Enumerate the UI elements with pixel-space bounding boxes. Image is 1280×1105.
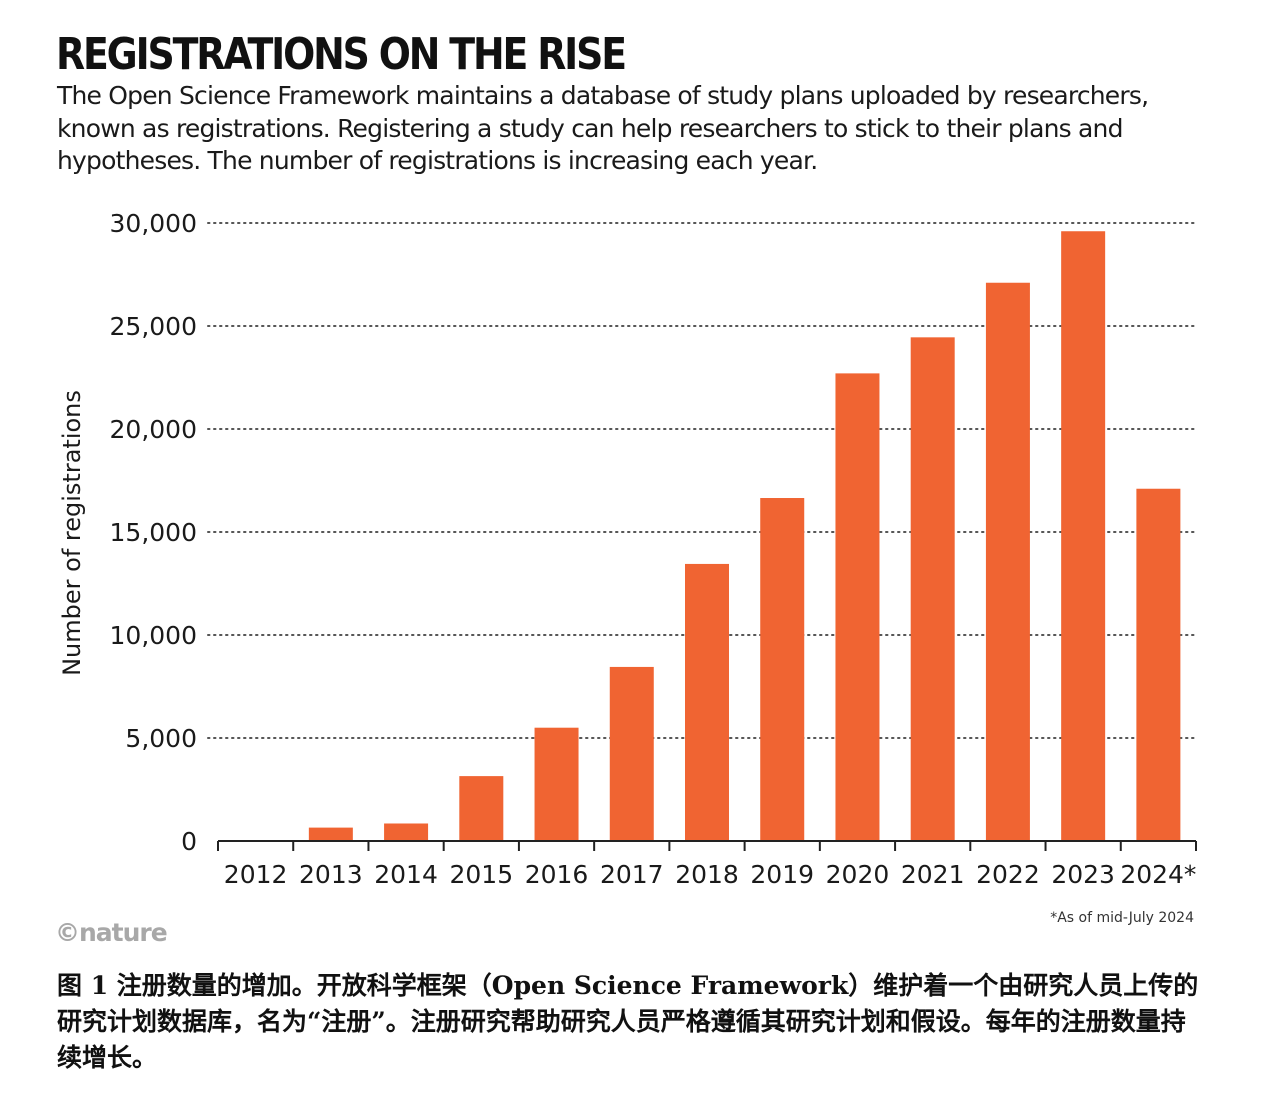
y-tick-label: 30,000 [110,209,197,238]
y-tick-label: 20,000 [110,415,197,444]
bar-2018 [685,563,729,841]
x-tick-label: 2016 [525,860,589,889]
y-tick-label: 10,000 [110,621,197,650]
bar-2017 [609,666,654,841]
bar-2016 [534,727,579,841]
y-tick-labels: 0 5,000 10,000 15,000 20,000 25,000 30,000 [110,209,197,856]
x-tick-labels: 2012 2013 2014 2015 2016 2017 2018 2019 2020 2021… [224,860,1197,889]
x-tick-label: 2022 [976,860,1040,889]
x-tick-label: 2024* [1120,860,1196,889]
chart-subtitle: The Open Science Framework maintains a d… [57,81,1149,175]
y-tick-label: 15,000 [110,518,197,547]
bar-2014 [384,823,429,841]
x-tick-label: 2017 [600,860,664,889]
x-tick-label: 2021 [901,860,965,889]
x-axis [217,840,1197,851]
x-tick-label: 2018 [675,860,739,889]
x-tick-label: 2020 [826,860,890,889]
bar-2020 [835,373,880,841]
bar-2023 [1061,231,1106,842]
x-tick-label: 2014 [374,860,438,889]
bar-2021 [910,337,955,841]
nature-logo: ©nature [55,918,168,947]
x-tick-label: 2013 [299,860,363,889]
y-tick-label: 5,000 [125,724,197,753]
bars [308,231,1181,842]
bar-2024 [1136,488,1181,841]
bar-2019 [760,498,805,841]
bar-2022 [985,282,1030,841]
x-tick-label: 2015 [449,860,513,889]
footnote: *As of mid-July 2024 [1050,910,1194,926]
bar-chart: 0 5,000 10,000 15,000 20,000 25,000 30,000 201… [58,209,1197,926]
y-tick-label: 0 [181,827,197,856]
bar-2013 [308,827,353,841]
x-tick-label: 2019 [750,860,814,889]
x-tick-label: 2023 [1051,860,1115,889]
x-tick-label: 2012 [224,860,288,889]
y-axis-label: Number of registrations [58,390,86,676]
bar-2015 [459,776,504,841]
figure-caption: 图 1 注册数量的增加。开放科学框架（Open Science Framewor… [57,971,1199,1072]
y-tick-label: 25,000 [110,312,197,341]
chart-title: REGISTRATIONS ON THE RISE [56,29,627,80]
